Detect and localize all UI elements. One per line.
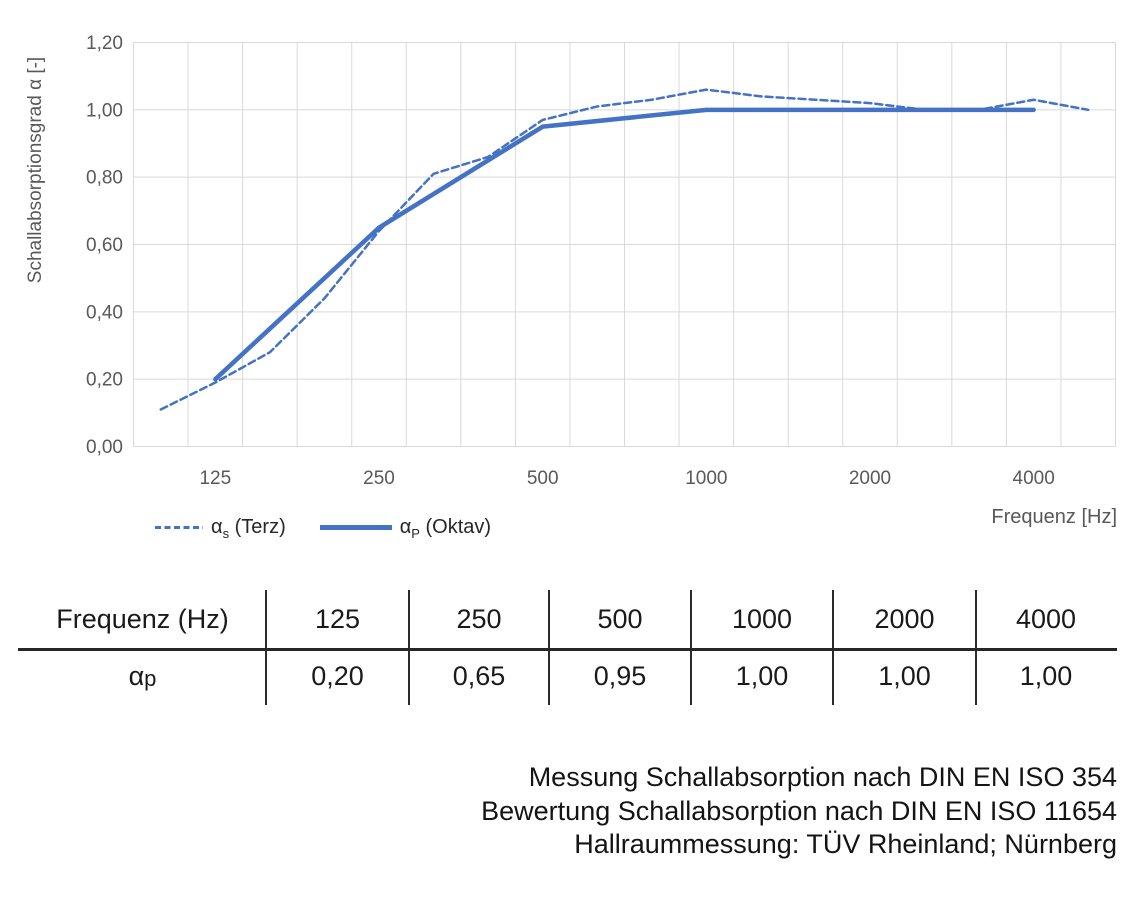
svg-text:125: 125: [199, 468, 231, 489]
svg-text:0,00: 0,00: [86, 437, 123, 458]
svg-text:2000: 2000: [849, 468, 891, 489]
footnote-line-3: Hallraummessung: TÜV Rheinland; Nürnberg: [574, 829, 1117, 859]
table-header-250: 250: [410, 590, 550, 648]
table-value-250: 0,65: [410, 648, 550, 705]
svg-text:4000: 4000: [1013, 468, 1055, 489]
legend-item-oktav: αP (Oktav): [319, 516, 492, 541]
table-header-4000: 4000: [1015, 603, 1077, 634]
legend-label-terz: αs (Terz): [211, 516, 286, 541]
svg-text:0,60: 0,60: [86, 235, 123, 256]
svg-text:1,00: 1,00: [86, 100, 123, 121]
table-value-2000: 1,00: [834, 648, 977, 705]
svg-text:500: 500: [527, 468, 559, 489]
svg-text:1000: 1000: [685, 468, 727, 489]
svg-text:0,80: 0,80: [86, 168, 123, 189]
table-divider-rule: [18, 648, 1117, 651]
solid-line-swatch: [319, 525, 392, 530]
dashed-line-swatch: [155, 526, 203, 529]
svg-text:0,20: 0,20: [86, 370, 123, 391]
legend-label-oktav: αP (Oktav): [399, 516, 492, 541]
table-value-125: 0,20: [267, 648, 410, 705]
footnote-line-2: Bewertung Schallabsorption nach DIN EN I…: [481, 795, 1117, 826]
table-header-2000: 2000: [834, 590, 977, 648]
table-header-125: 125: [267, 590, 410, 648]
y-axis-title: Schallabsorptionsgrad α [-]: [25, 56, 46, 284]
chart-legend: αs (Terz) αP (Oktav): [155, 516, 492, 541]
table-value-500: 0,95: [550, 648, 692, 705]
svg-text:1,20: 1,20: [86, 33, 123, 54]
legend-item-terz: αs (Terz): [155, 516, 286, 541]
svg-text:0,40: 0,40: [86, 302, 123, 323]
absorption-chart: 0,00 0,20 0,40 0,60 0,80 1,00 1,20 125 250 500 100…: [86, 33, 1116, 489]
svg-text:250: 250: [363, 468, 395, 489]
table-value-4000: 1,00: [1019, 661, 1073, 691]
table-value-1000: 1,00: [692, 648, 834, 705]
standards-footnote: Messung Schallabsorption nach DIN EN ISO…: [481, 761, 1117, 862]
x-axis-title: Frequenz [Hz]: [991, 506, 1117, 528]
footnote-line-1: Messung Schallabsorption nach DIN EN ISO…: [528, 762, 1117, 792]
absorption-table: Frequenz (Hz) 125 250 500 1000 2000 4000…: [20, 590, 1115, 705]
table-header-500: 500: [550, 590, 692, 648]
table-header-1000: 1000: [692, 590, 834, 648]
table-header-frequency: Frequenz (Hz): [20, 590, 267, 648]
